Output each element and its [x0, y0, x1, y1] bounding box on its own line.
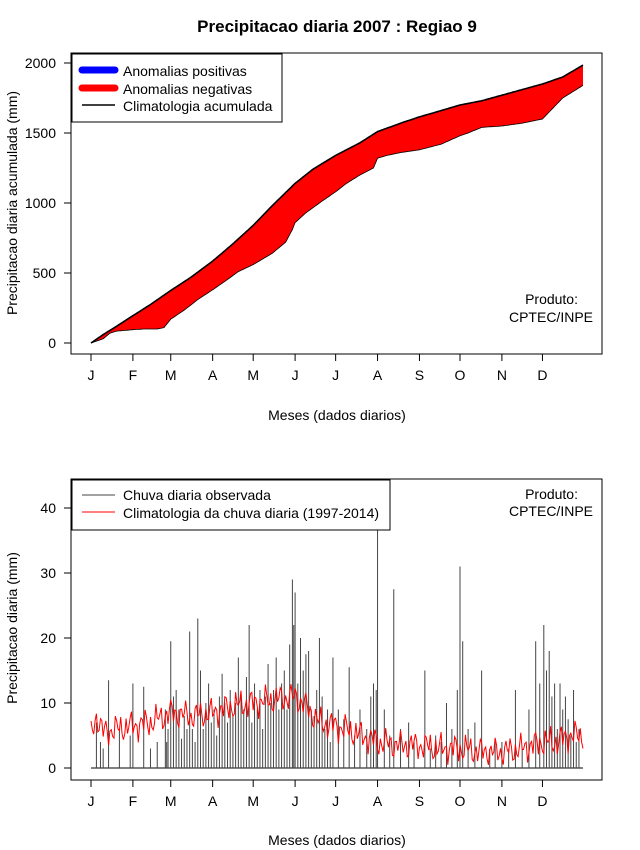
- bottom-y-tick-label: 30: [40, 565, 56, 581]
- top-x-tick-label: N: [497, 367, 507, 383]
- top-legend: Anomalias positivas Anomalias negativas …: [71, 53, 283, 123]
- bottom-x-tick-label: M: [165, 793, 177, 809]
- bottom-x-tick-label: S: [415, 793, 424, 809]
- bottom-x-tick-label: O: [455, 793, 466, 809]
- bottom-x-tick-label: F: [129, 793, 138, 809]
- legend-climatology-daily-label: Climatologia da chuva diaria (1997-2014): [123, 505, 379, 521]
- bottom-x-tick-label: A: [208, 793, 218, 809]
- top-x-tick-label: J: [332, 367, 339, 383]
- legend-negative-label: Anomalias negativas: [123, 81, 252, 97]
- top-x-tick-label: M: [247, 367, 259, 383]
- top-y-tick-label: 500: [33, 265, 57, 281]
- top-x-tick-label: F: [129, 367, 138, 383]
- bottom-x-tick-label: N: [497, 793, 507, 809]
- bottom-x-tick-label: J: [88, 793, 95, 809]
- negative-anomaly-area: [91, 65, 583, 343]
- top-y-tick-label: 1500: [25, 125, 56, 141]
- top-x-tick-label: M: [165, 367, 177, 383]
- bottom-legend-box: [71, 479, 391, 531]
- top-y-axis: 0 500 1000 1500 2000: [25, 55, 72, 351]
- top-x-axis-label: Meses (dados diarios): [268, 407, 406, 423]
- bottom-x-tick-label: J: [332, 793, 339, 809]
- top-y-tick-label: 0: [48, 335, 56, 351]
- top-y-tick-label: 2000: [25, 55, 56, 71]
- bottom-x-tick-label: J: [292, 793, 299, 809]
- climatology-accumulated-line: [90, 64, 584, 344]
- top-y-axis-label: Precipitacao diaria acumulada (mm): [4, 91, 20, 315]
- legend-positive-label: Anomalias positivas: [123, 63, 247, 79]
- bottom-climatology-group: [90, 684, 584, 765]
- top-x-tick-label: O: [455, 367, 466, 383]
- top-product-label: Produto:: [525, 291, 578, 307]
- top-x-tick-label: J: [292, 367, 299, 383]
- bottom-legend: Chuva diaria observada Climatologia da c…: [71, 479, 391, 531]
- legend-observed-label: Chuva diaria observada: [123, 487, 271, 503]
- top-x-tick-label: S: [415, 367, 424, 383]
- top-x-tick-label: D: [537, 367, 547, 383]
- top-x-tick-label: J: [88, 367, 95, 383]
- top-y-tick-label: 1000: [25, 195, 56, 211]
- bottom-product-label: Produto:: [525, 486, 578, 502]
- bottom-y-tick-label: 20: [40, 630, 56, 646]
- observed-accumulated-line: [90, 85, 584, 344]
- bottom-y-tick-label: 10: [40, 695, 56, 711]
- climatology-daily-line: [90, 684, 584, 765]
- bottom-x-tick-label: M: [247, 793, 259, 809]
- bottom-y-axis: 0 10 20 30 40: [40, 500, 72, 776]
- bottom-product-org: CPTEC/INPE: [509, 503, 593, 519]
- bottom-y-tick-label: 0: [48, 760, 56, 776]
- top-product-org: CPTEC/INPE: [509, 309, 593, 325]
- legend-climatology-label: Climatologia acumulada: [123, 98, 273, 114]
- bottom-x-tick-label: A: [373, 793, 383, 809]
- bottom-y-axis-label: Precipitacao diaria (mm): [4, 552, 20, 704]
- top-chart-title: Precipitacao diaria 2007 : Regiao 9: [197, 17, 477, 36]
- top-area-group: [90, 64, 584, 344]
- top-x-tick-label: A: [208, 367, 218, 383]
- bottom-x-tick-label: D: [537, 793, 547, 809]
- bottom-y-tick-label: 40: [40, 500, 56, 516]
- bottom-x-axis-label: Meses (dados diarios): [268, 832, 406, 848]
- top-x-tick-label: A: [373, 367, 383, 383]
